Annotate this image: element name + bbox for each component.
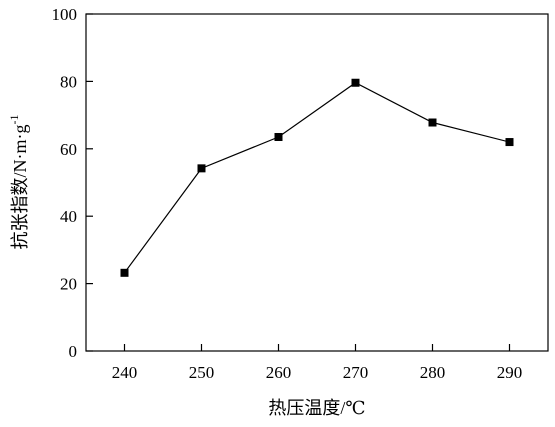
y-tick-label: 100 [52,5,78,24]
y-axis-title-main: 抗张指数/N·m·g [10,125,30,250]
y-tick-label: 20 [60,275,77,294]
data-point-marker [120,268,129,277]
y-tick-label: 80 [60,72,77,91]
y-axis-title-superscript: -1 [7,115,21,125]
x-axis-ticks: 240 250 260 270 280 290 [112,344,523,382]
y-tick-label: 0 [69,342,78,361]
data-point-marker [351,78,360,87]
data-point-marker [197,164,206,173]
plot-frame [85,13,549,352]
x-tick-label: 240 [112,363,138,382]
y-tick-label: 40 [60,207,77,226]
y-axis-ticks: 0 20 40 60 80 100 [52,5,93,361]
series-group [120,78,514,277]
series-line [124,82,510,274]
data-point-marker [274,133,283,142]
data-point-marker [505,138,514,147]
x-tick-label: 270 [343,363,369,382]
x-tick-label: 260 [266,363,292,382]
x-tick-label: 290 [497,363,523,382]
x-tick-label: 280 [420,363,446,382]
data-point-marker [428,118,437,127]
y-tick-label: 60 [60,140,77,159]
y-axis-title: 抗张指数/N·m·g-1 [7,115,30,250]
x-axis-title: 热压温度/℃ [268,398,365,418]
x-tick-label: 250 [189,363,215,382]
